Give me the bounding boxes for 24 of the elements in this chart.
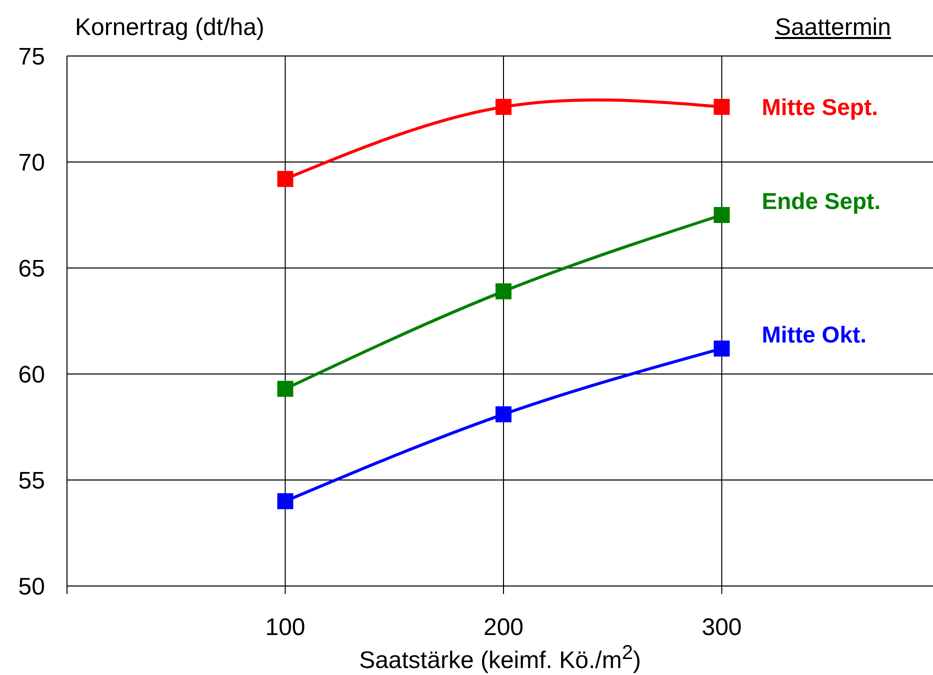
x-axis-title: Saatstärke (keimf. Kö./m$^{2}$) (358, 642, 642, 675)
y-tick-label: 75 (18, 44, 45, 71)
point (277, 493, 294, 510)
x-tick-label: 300 (702, 614, 742, 642)
y-tick-label: 60 (18, 362, 45, 389)
series-label: Ende Sept. (762, 188, 881, 214)
y-tick-label: 55 (18, 468, 45, 495)
point (714, 98, 730, 115)
point (277, 380, 294, 397)
y-tick-label: 70 (18, 150, 45, 177)
point (277, 170, 294, 187)
point (496, 406, 512, 422)
y-axis-title: Kornertrag (dt/ha) (75, 14, 264, 42)
series-label: Mitte Okt. (762, 322, 867, 348)
series-label: Mitte Sept. (762, 94, 878, 120)
point (496, 98, 512, 115)
y-tick-label: 65 (18, 256, 45, 283)
point (714, 340, 730, 357)
point (714, 207, 730, 223)
legend-title: Saattermin (774, 14, 891, 42)
x-tick-label: 200 (483, 614, 524, 642)
point (496, 283, 512, 300)
y-tick-label: 50 (18, 574, 45, 601)
x-tick-label: 100 (265, 614, 306, 642)
